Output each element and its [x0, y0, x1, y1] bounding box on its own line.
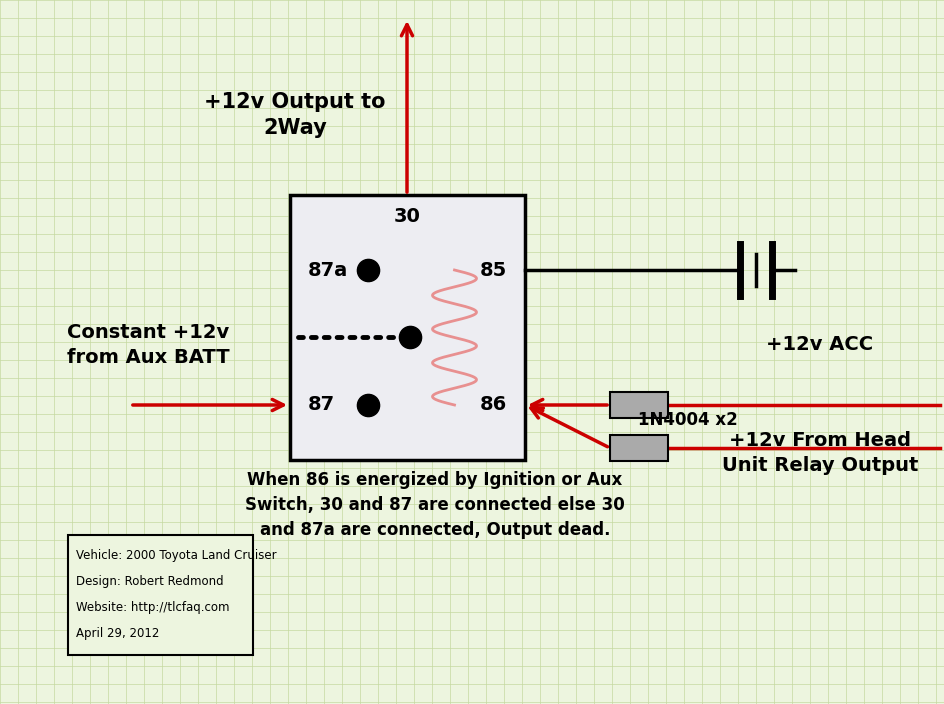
Text: When 86 is energized by Ignition or Aux
Switch, 30 and 87 are connected else 30
: When 86 is energized by Ignition or Aux … [245, 471, 625, 539]
Text: Constant +12v
from Aux BATT: Constant +12v from Aux BATT [67, 323, 229, 367]
Bar [290, 195, 525, 460]
Text: Website: http://tlcfaq.com: Website: http://tlcfaq.com [76, 601, 229, 614]
Text: 1N4004 x2: 1N4004 x2 [638, 411, 738, 429]
Text: +12v From Head
Unit Relay Output: +12v From Head Unit Relay Output [722, 431, 919, 475]
Bar [610, 435, 668, 461]
Text: Design: Robert Redmond: Design: Robert Redmond [76, 575, 224, 588]
Text: +12v Output to
2Way: +12v Output to 2Way [204, 92, 386, 138]
Text: 87: 87 [308, 396, 335, 415]
Text: 87a: 87a [308, 260, 348, 279]
Text: +12v ACC: +12v ACC [767, 336, 873, 355]
Text: Vehicle: 2000 Toyota Land Cruiser: Vehicle: 2000 Toyota Land Cruiser [76, 549, 277, 562]
Text: April 29, 2012: April 29, 2012 [76, 627, 160, 640]
Text: 30: 30 [394, 208, 421, 227]
Bar [610, 392, 668, 418]
Text: 86: 86 [480, 396, 507, 415]
Bar [68, 535, 253, 655]
Text: 85: 85 [480, 260, 507, 279]
